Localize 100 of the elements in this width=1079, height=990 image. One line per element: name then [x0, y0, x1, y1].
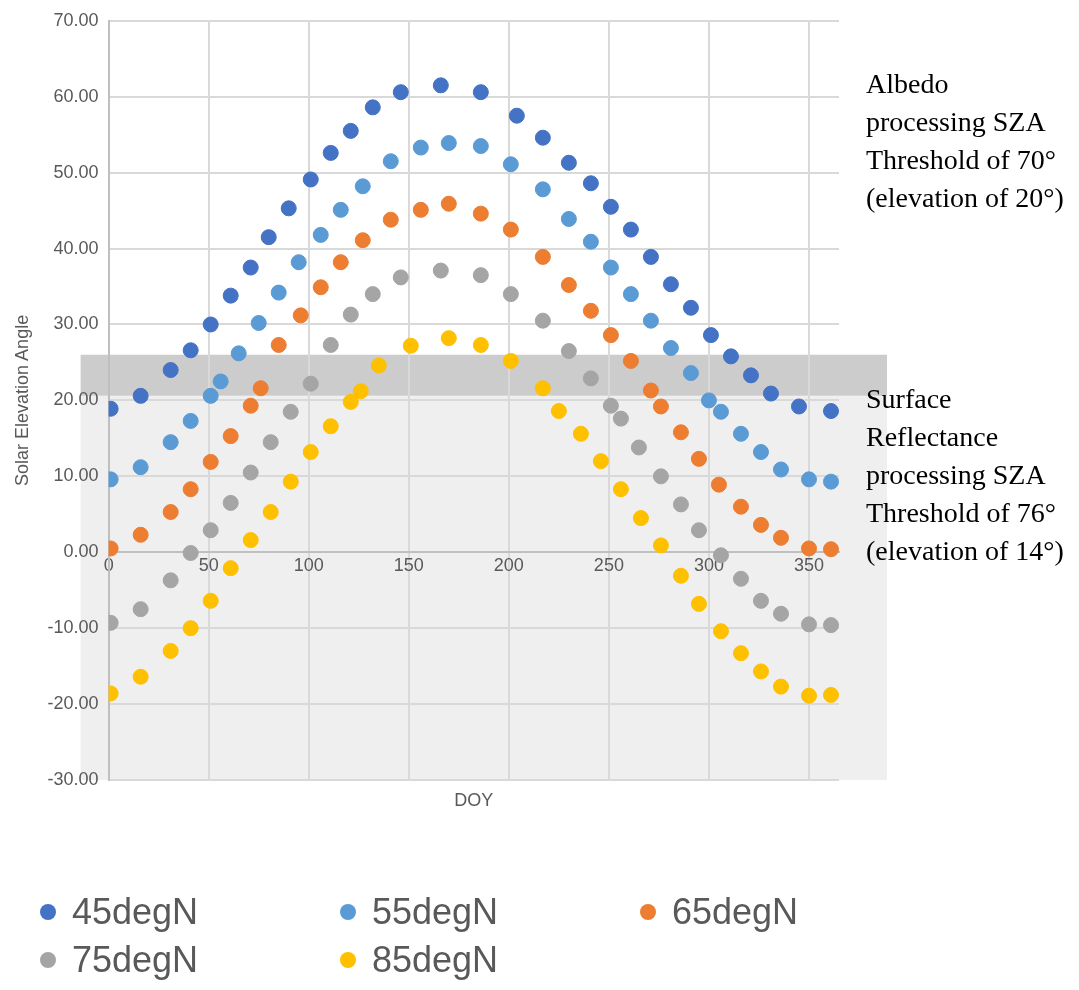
point — [700, 392, 717, 409]
point — [534, 181, 551, 198]
point — [612, 481, 629, 498]
point — [642, 248, 659, 265]
point — [202, 592, 219, 609]
y-tick-label: 40.00 — [53, 237, 99, 258]
point — [662, 340, 679, 357]
point — [662, 276, 679, 293]
point — [772, 678, 789, 695]
point — [534, 248, 551, 265]
point — [682, 299, 699, 316]
legend-label: 75degN — [72, 939, 199, 981]
x-tick-label: 350 — [793, 555, 825, 576]
point — [823, 617, 839, 634]
point — [162, 642, 179, 659]
point — [162, 504, 179, 520]
x-tick-label: 200 — [493, 555, 524, 576]
point — [582, 175, 599, 192]
x-tick-label: 250 — [593, 555, 624, 576]
point — [202, 453, 219, 470]
point — [502, 352, 519, 369]
point — [342, 306, 359, 323]
point — [242, 259, 259, 276]
point — [712, 403, 729, 420]
point — [732, 425, 749, 442]
point — [342, 122, 359, 139]
point — [382, 153, 399, 170]
point — [534, 129, 551, 146]
point — [622, 352, 639, 369]
point — [290, 254, 307, 271]
point — [472, 205, 489, 222]
point — [222, 494, 239, 511]
point — [282, 403, 299, 420]
point — [260, 229, 277, 246]
text: Albedo processing SZA Threshold of 70° (elevation of 20°) — [866, 67, 1065, 215]
point — [472, 336, 489, 353]
point — [242, 397, 259, 414]
point — [502, 156, 519, 173]
point — [202, 387, 219, 404]
point — [550, 403, 567, 420]
point — [370, 357, 387, 374]
y-axis-title: Solar Elevation Angle — [11, 314, 32, 486]
point — [262, 504, 279, 520]
point — [722, 348, 739, 365]
point — [132, 387, 149, 404]
point — [230, 345, 247, 362]
legend-label: 55degN — [372, 891, 499, 933]
point — [534, 312, 551, 329]
point — [302, 171, 319, 188]
point — [302, 444, 319, 461]
point — [322, 144, 339, 161]
point — [182, 481, 199, 498]
point — [392, 84, 409, 101]
point — [282, 473, 299, 490]
point — [752, 592, 769, 609]
point — [432, 262, 449, 279]
point — [823, 686, 839, 703]
point — [182, 620, 199, 637]
point — [280, 200, 297, 217]
point — [402, 337, 419, 354]
point — [364, 99, 381, 116]
point — [560, 277, 577, 293]
point — [752, 516, 769, 533]
point — [682, 365, 699, 382]
point — [354, 232, 371, 249]
point — [652, 398, 669, 415]
point — [162, 362, 179, 379]
point — [222, 560, 239, 577]
point — [508, 107, 525, 124]
point — [292, 307, 309, 324]
point — [412, 201, 429, 218]
point — [772, 461, 789, 478]
point — [162, 572, 179, 589]
point — [582, 370, 599, 387]
point — [622, 221, 639, 238]
x-tick-label: 100 — [293, 555, 324, 576]
text: Surface Reflectance processing SZA Threshold of 76° (elevation of 14°) — [866, 382, 1065, 568]
point — [182, 342, 199, 359]
point — [162, 434, 179, 451]
point — [800, 540, 817, 557]
y-tick-label: 50.00 — [53, 161, 99, 182]
y-tick-label: -10.00 — [47, 617, 99, 638]
point — [642, 312, 659, 329]
point — [354, 178, 371, 195]
point — [602, 259, 619, 276]
point — [212, 373, 229, 390]
point — [690, 522, 707, 539]
point — [472, 84, 489, 101]
point — [582, 302, 599, 319]
point — [440, 135, 457, 152]
point — [772, 529, 789, 546]
y-tick-label: 10.00 — [53, 465, 99, 486]
point — [672, 567, 689, 584]
y-tick-label: -20.00 — [47, 693, 99, 714]
point — [440, 330, 457, 347]
point — [252, 380, 269, 397]
point — [560, 154, 577, 171]
point — [702, 327, 719, 344]
point — [712, 623, 729, 640]
point — [270, 336, 287, 353]
